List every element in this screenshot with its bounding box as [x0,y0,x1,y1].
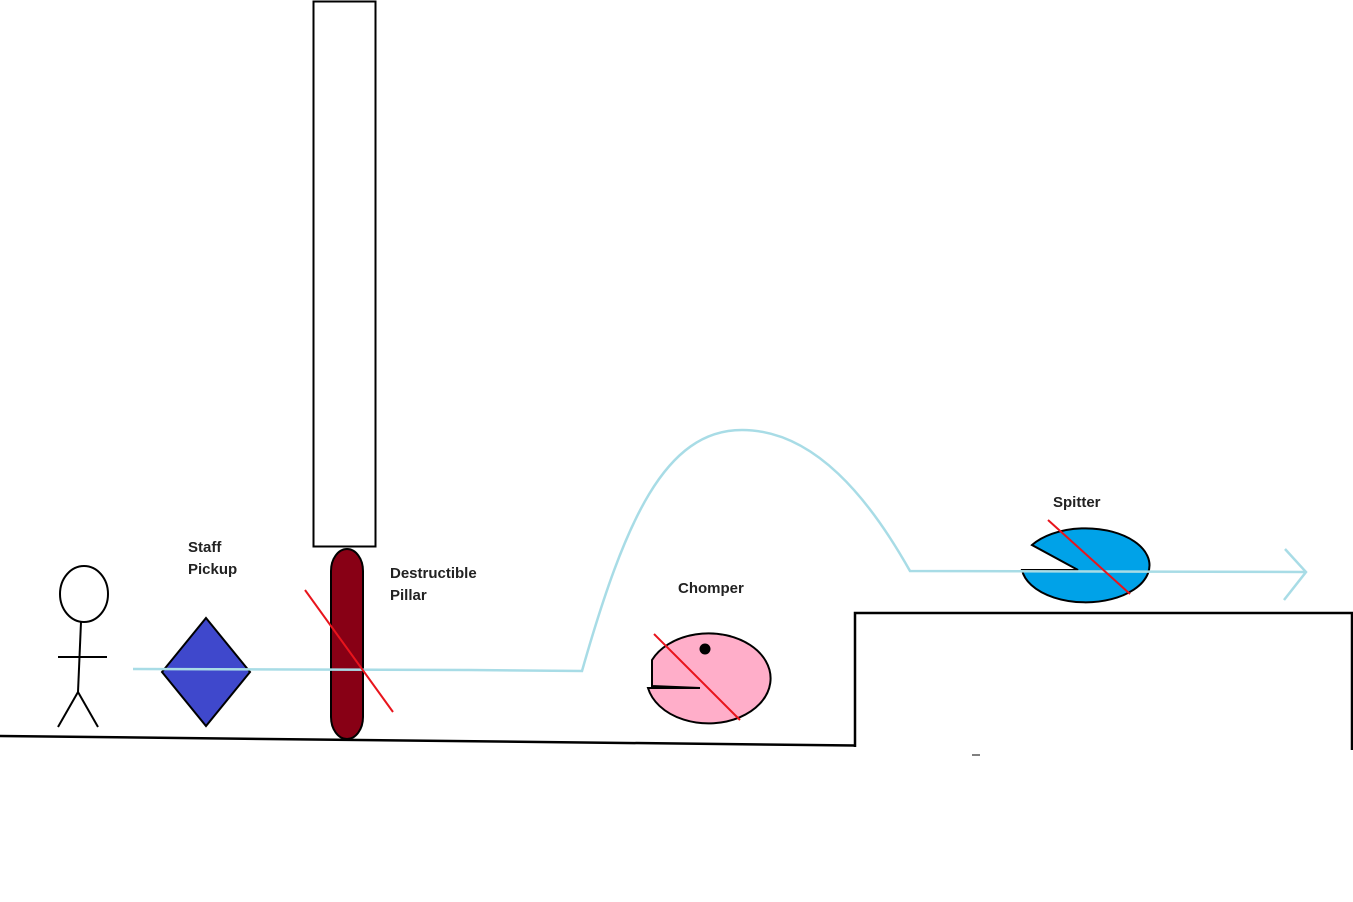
player-head [59,565,109,623]
staff-pickup-label-line1: Staff [188,539,222,556]
ceiling-column [312,0,377,548]
pillar-label-line1: Destructible [390,565,477,582]
pillar-strike-line [304,589,394,713]
spitter-enemy [1020,527,1151,604]
staff-pickup-diamond [160,616,252,728]
spitter-label: Spitter [1053,494,1101,511]
chomper-body [646,632,772,725]
player-stick-figure [57,565,109,728]
path-arrowhead [1283,548,1308,601]
player-path [132,428,1306,673]
chomper-enemy [646,632,772,725]
ground-line [0,734,856,747]
player-right-leg [77,691,99,728]
chomper-label: Chomper [678,580,744,597]
staff-pickup-label-line2: Pickup [188,561,237,578]
destructible-pillar [330,548,364,740]
chomper-eye [699,643,711,655]
player-left-leg [57,691,79,728]
spitter-strike-line [1047,519,1131,595]
chomper-strike-line [653,633,741,721]
pillar-label-line2: Pillar [390,587,427,604]
raised-ledge [853,611,1353,750]
